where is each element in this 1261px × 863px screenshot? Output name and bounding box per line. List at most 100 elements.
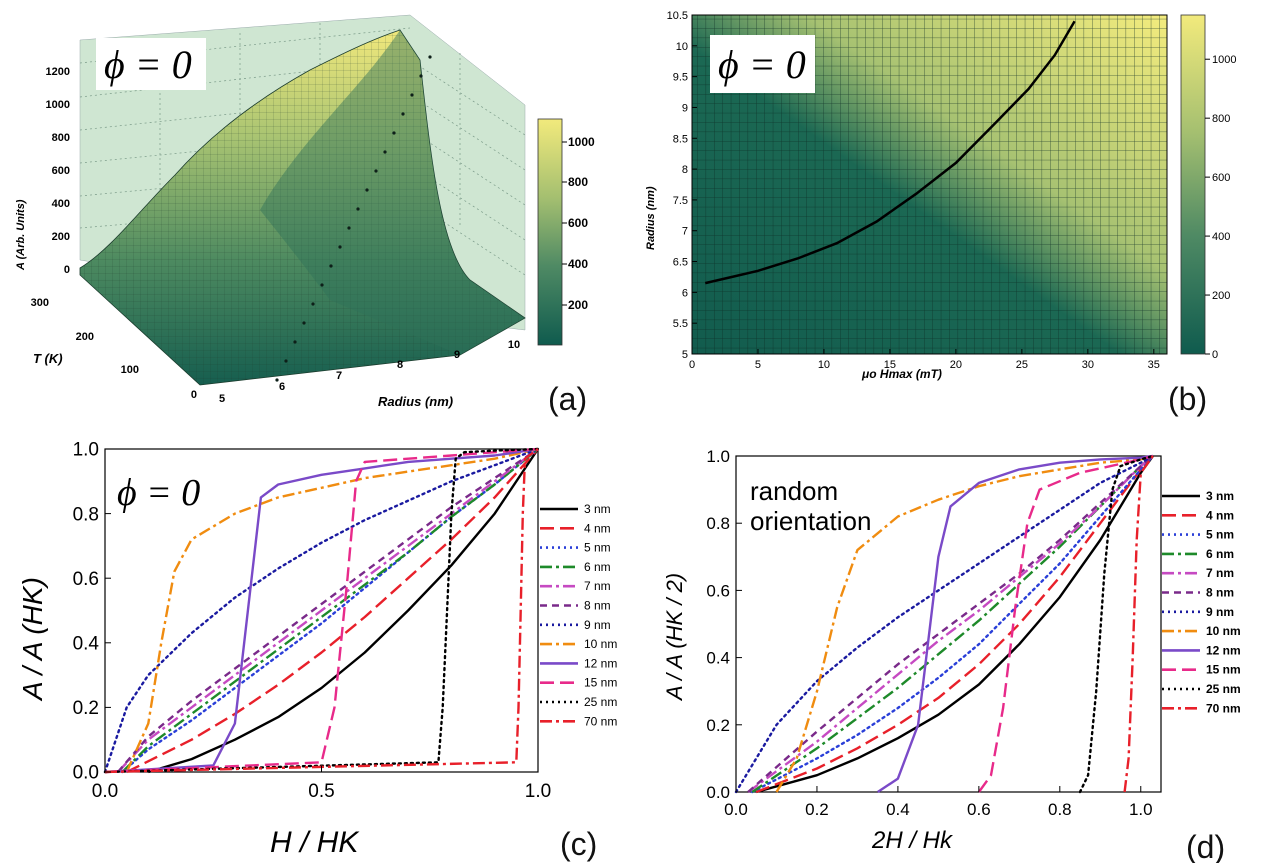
- x-axis-ticks-c: 0.0 0.5 1.0: [92, 766, 551, 802]
- series-line: [1078, 454, 1155, 794]
- series-line: [751, 455, 1154, 793]
- colorbar-a: [537, 118, 563, 346]
- legend-label: 4 nm: [1206, 508, 1234, 522]
- x-tick-label: 0.2: [805, 800, 829, 819]
- series-line: [103, 447, 540, 774]
- series-line: [1123, 455, 1154, 793]
- legend-d: 3 nm 4 nm 5 nm 6 nm 7 nm 8 nm 9 nm 10 nm 12 nm 15…: [1162, 489, 1241, 715]
- legend-label: 25 nm: [1206, 682, 1241, 696]
- y-axis-ticks-c: 0.0 0.2 0.4 0.6 0.8 1.0: [73, 440, 111, 784]
- legend-label: 4 nm: [584, 521, 611, 535]
- colorbar-tick-label: 800: [1212, 113, 1230, 125]
- y-axis-ticks-d: 0.0 0.2 0.4 0.6 0.8 1.0: [706, 447, 742, 802]
- legend-label: 6 nm: [1206, 547, 1234, 561]
- y-tick-label: 0.0: [706, 783, 730, 802]
- legend-label: 5 nm: [584, 541, 611, 555]
- series-line: [755, 455, 1154, 794]
- x-axis-label-c: H / HK: [270, 826, 360, 859]
- radius-tick-label-b: 8: [682, 164, 688, 176]
- series-line: [125, 447, 539, 773]
- colorbar-tick-label: 200: [1212, 290, 1230, 302]
- legend-label: 10 nm: [584, 637, 617, 651]
- z-tick-label: 0: [64, 264, 70, 276]
- mu-h-tick-label: 35: [1148, 359, 1160, 371]
- panel-label-c: (c): [560, 826, 597, 862]
- colorbar-b-ticks: 0 200 400 600 800 1000: [1205, 54, 1236, 361]
- series-line: [117, 448, 539, 773]
- mu-h-tick-label: 10: [818, 359, 830, 371]
- ridge-marker: [293, 340, 297, 344]
- ridge-marker: [284, 359, 288, 363]
- ridge-marker: [428, 55, 432, 59]
- ridge-marker: [311, 302, 315, 306]
- series-line: [121, 447, 540, 774]
- z-tick-label: 800: [52, 132, 70, 144]
- mu-h-tick-label: 30: [1082, 359, 1094, 371]
- phi-label-b: ϕ = 0: [718, 42, 806, 87]
- series-c: [103, 447, 540, 774]
- colorbar-a-ticks: 200 400 600 800 1000: [562, 135, 595, 312]
- legend-label: 70 nm: [584, 714, 617, 728]
- legend-label: 6 nm: [584, 560, 611, 574]
- orientation-label-line: random: [750, 476, 838, 506]
- radius-tick-label-b: 10.5: [667, 10, 688, 22]
- radius-tick-label-b: 6: [682, 287, 688, 299]
- surface-ridge-markers: [275, 55, 432, 382]
- mu-h-tick-label: 20: [950, 359, 962, 371]
- ridge-marker: [410, 93, 414, 97]
- radius-tick-label-b: 7.5: [673, 195, 688, 207]
- colorbar-tick-label: 600: [1212, 172, 1230, 184]
- z-tick-label: 400: [52, 198, 70, 210]
- ridge-marker: [329, 264, 333, 268]
- legend-label: 10 nm: [1206, 624, 1241, 638]
- mu-h-tick-label: 5: [755, 359, 761, 371]
- mu-h-tick-label: 15: [884, 359, 896, 371]
- y-tick-label: 0.0: [73, 763, 99, 784]
- t-tick-label: 100: [121, 364, 139, 376]
- ridge-marker: [320, 283, 324, 287]
- radius-tick-label-b: 8.5: [673, 133, 688, 145]
- radius-tick-label: 6: [279, 381, 285, 393]
- x-axis-label-d: 2H / Hk: [871, 827, 954, 854]
- legend-label: 5 nm: [1206, 528, 1234, 542]
- y-axis-label-d: A / A (HK / 2): [662, 573, 687, 702]
- colorbar-tick-label: 600: [568, 216, 588, 230]
- radius-tick-label-b: 9: [682, 102, 688, 114]
- radius-tick-label-b: 6.5: [673, 257, 688, 269]
- colorbar-b: [1180, 14, 1206, 355]
- legend-label: 9 nm: [584, 618, 611, 632]
- series-line: [117, 448, 539, 773]
- series-line: [734, 454, 1155, 794]
- y-tick-label: 0.2: [73, 698, 99, 719]
- series-line: [104, 447, 539, 774]
- z-axis-label-a: A (Arb. Units): [15, 199, 27, 271]
- legend-label: 15 nm: [1206, 663, 1241, 677]
- heatmap-boundary-curve: [704, 20, 1076, 285]
- x-tick-label: 0.8: [1048, 800, 1072, 819]
- x-tick-label: 0.0: [92, 781, 118, 802]
- series-d: [734, 454, 1155, 794]
- y-tick-label: 0.8: [73, 504, 99, 525]
- y-tick-label: 0.6: [73, 569, 99, 590]
- z-tick-label: 600: [52, 165, 70, 177]
- ridge-marker: [419, 74, 423, 78]
- y-tick-label: 0.6: [706, 581, 730, 600]
- radius-axis-ticks-b: 5 5.5 6 6.5 7 7.5 8 8.5 9 9.5 10 10.5: [667, 10, 697, 361]
- radius-tick-label: 5: [219, 393, 225, 405]
- legend-label: 25 nm: [584, 695, 617, 709]
- z-tick-label: 200: [52, 231, 70, 243]
- ridge-marker: [401, 112, 405, 116]
- series-line: [121, 448, 539, 773]
- y-tick-label: 0.4: [706, 649, 730, 668]
- mu-h-tick-label: 0: [689, 359, 695, 371]
- x-tick-label: 0.0: [724, 800, 748, 819]
- series-line: [104, 447, 539, 774]
- radius-tick-label: 8: [397, 359, 403, 371]
- ridge-marker: [365, 188, 369, 192]
- z-axis-ticks-a: 0 200 400 600 800 1000 1200: [46, 66, 70, 276]
- legend-label: 3 nm: [584, 502, 611, 516]
- panel-c-line-chart: 0.00.20.40.60.81.0 0.0 0.5 1.0 A / A (HK) …: [17, 440, 617, 862]
- ridge-marker: [338, 245, 342, 249]
- t-axis-ticks-a: 0 100 200 300: [31, 297, 197, 401]
